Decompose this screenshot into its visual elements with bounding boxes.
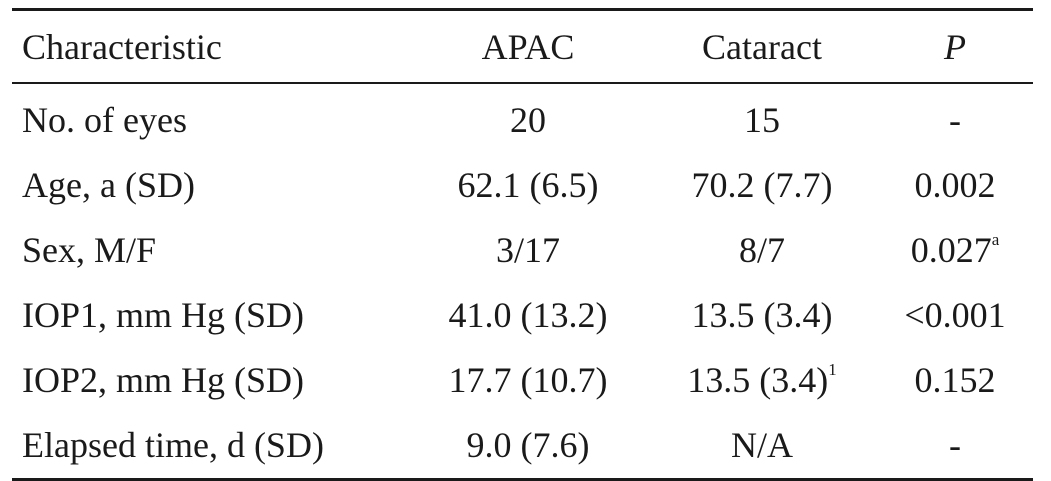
header-apac: APAC	[481, 26, 575, 67]
p-footnote-marker: a	[991, 230, 1000, 249]
cataract-cell: 8/7	[647, 218, 877, 283]
cataract-value: 15	[744, 100, 780, 140]
table-row: Age, a (SD) 62.1 (6.5) 70.2 (7.7) 0.002	[12, 153, 1033, 218]
cataract-value: 13.5 (3.4)	[691, 295, 833, 335]
cataract-value: 13.5 (3.4)	[687, 360, 829, 400]
table-row: Elapsed time, d (SD) 9.0 (7.6) N/A -	[12, 413, 1033, 478]
table-row: IOP1, mm Hg (SD) 41.0 (13.2) 13.5 (3.4) …	[12, 283, 1033, 348]
p-cell: 0.027a	[877, 218, 1033, 283]
p-cell: -	[877, 413, 1033, 478]
table-row: No. of eyes 20 15 -	[12, 84, 1033, 153]
p-cell: 0.002	[877, 153, 1033, 218]
header-rule	[12, 82, 1033, 84]
cataract-footnote-marker: 1	[828, 360, 837, 379]
apac-cell: 41.0 (13.2)	[448, 295, 608, 335]
p-cell: <0.001	[877, 283, 1033, 348]
table-row: IOP2, mm Hg (SD) 17.7 (10.7) 13.5 (3.4)1…	[12, 348, 1033, 413]
row-label: Sex, M/F	[22, 230, 157, 270]
cataract-value: 70.2 (7.7)	[691, 165, 833, 205]
cataract-cell: 15	[647, 84, 877, 153]
p-value: 0.027	[910, 230, 992, 270]
p-value: <0.001	[904, 295, 1006, 335]
apac-cell: 9.0 (7.6)	[466, 425, 590, 465]
row-label: No. of eyes	[22, 100, 187, 140]
cataract-cell: 13.5 (3.4)1	[647, 348, 877, 413]
row-label: Elapsed time, d (SD)	[22, 425, 324, 465]
row-label: IOP1, mm Hg (SD)	[22, 295, 305, 335]
p-value: 0.152	[914, 360, 996, 400]
table-row: Sex, M/F 3/17 8/7 0.027a	[12, 218, 1033, 283]
cataract-value: 8/7	[738, 230, 785, 270]
cataract-cell: N/A	[647, 413, 877, 478]
p-value: 0.002	[914, 165, 996, 205]
header-row: Characteristic APAC Cataract P	[12, 11, 1033, 82]
apac-cell: 3/17	[495, 230, 560, 270]
characteristics-table: Characteristic APAC Cataract P	[12, 11, 1033, 82]
cataract-cell: 13.5 (3.4)	[647, 283, 877, 348]
apac-cell: 62.1 (6.5)	[457, 165, 599, 205]
header-cataract: Cataract	[702, 26, 822, 67]
p-value: -	[949, 425, 961, 465]
row-label: Age, a (SD)	[22, 165, 195, 205]
characteristics-table-body: No. of eyes 20 15 - Age, a (SD) 62.1 (6.…	[12, 84, 1033, 478]
cataract-value: N/A	[731, 425, 793, 465]
apac-cell: 17.7 (10.7)	[448, 360, 608, 400]
p-cell: -	[877, 84, 1033, 153]
header-characteristic: Characteristic	[22, 26, 222, 67]
header-p-value: P	[944, 26, 966, 67]
top-rule	[12, 8, 1033, 11]
apac-cell: 20	[510, 100, 546, 140]
p-value: -	[949, 100, 961, 140]
characteristics-table-container: Characteristic APAC Cataract P No. of ey…	[12, 8, 1033, 481]
cataract-cell: 70.2 (7.7)	[647, 153, 877, 218]
p-cell: 0.152	[877, 348, 1033, 413]
row-label: IOP2, mm Hg (SD)	[22, 360, 305, 400]
